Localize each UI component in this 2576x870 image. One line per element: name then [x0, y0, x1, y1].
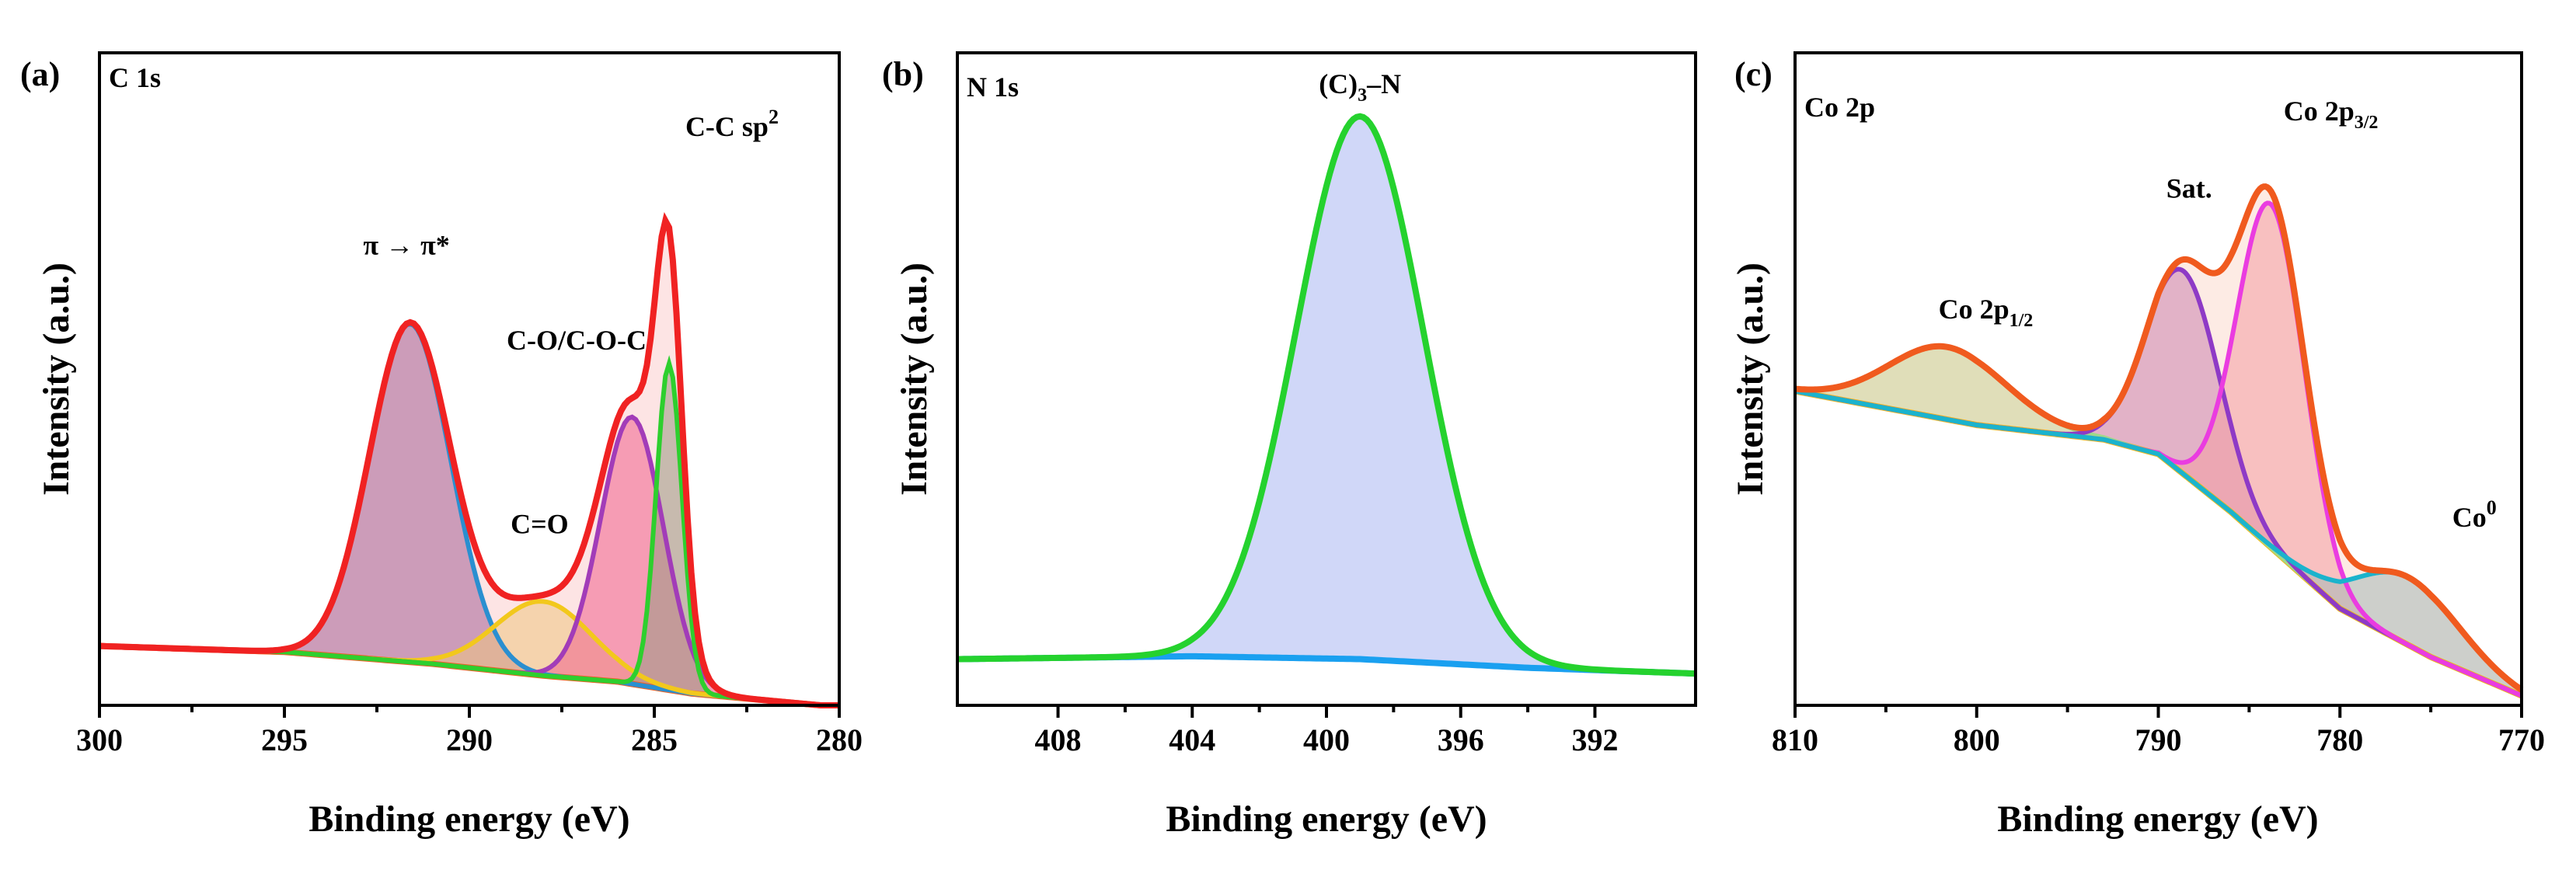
peak-annotation: Co 2p1/2: [1939, 294, 2034, 331]
panel-co2p: 810 800 790 780 770 Sat.Co 2p1/2Co 2p3/2Co0 …: [1730, 51, 2545, 840]
panel-title: Co 2p: [1804, 92, 1875, 123]
y-axis-label: Intensity (a.u.): [36, 263, 77, 496]
panel-label: (c): [1734, 55, 1773, 93]
x-tick-label: 285: [631, 722, 678, 757]
peak-annotation: C-O/C-O-C: [507, 325, 647, 356]
x-tick-label: 790: [2135, 722, 2182, 757]
peak-annotation: Co 2p3/2: [2284, 96, 2379, 133]
panel-title: C 1s: [109, 62, 161, 93]
peak-annotation: π → π*: [363, 230, 449, 261]
envelope-line: [957, 113, 1696, 677]
y-axis-label: Intensity (a.u.): [1730, 263, 1771, 496]
x-tick-label: 770: [2498, 722, 2545, 757]
component-fill: [1795, 269, 2522, 696]
envelope-line: [99, 211, 839, 708]
x-tick-label: 290: [446, 722, 493, 757]
envelope-fill: [1795, 186, 2522, 696]
panel-c1s: 300 295 290 285 280 π → π* C=O C-O/C-O-C C-C sp…: [20, 51, 863, 840]
x-axis-label: Binding energy (eV): [1166, 799, 1487, 840]
x-tick-label: 404: [1169, 722, 1215, 757]
panel-label: (b): [882, 55, 924, 93]
x-tick-label: 392: [1571, 722, 1618, 757]
x-tick-label: 408: [1035, 722, 1082, 757]
x-tick-label: 780: [2316, 722, 2363, 757]
peak-annotation: Sat.: [2166, 173, 2212, 204]
x-tick-label: 400: [1303, 722, 1350, 757]
component-fill: [99, 601, 839, 705]
x-axis-label: Binding energy (eV): [1997, 799, 2318, 840]
x-tick-label: 396: [1438, 722, 1484, 757]
x-tick-label: 295: [261, 722, 308, 757]
x-axis-label: Binding energy (eV): [308, 799, 629, 840]
x-tick-label: 800: [1954, 722, 2000, 757]
envelope-fill: [99, 221, 839, 705]
x-tick-label: 810: [1772, 722, 1818, 757]
component-fill: [957, 116, 1696, 674]
component-fill: [1795, 346, 2522, 696]
peak-annotation: Co0: [2452, 496, 2497, 533]
envelope-line: [1794, 183, 2524, 693]
x-tick-label: 300: [76, 722, 123, 757]
y-axis-label: Intensity (a.u.): [894, 263, 935, 496]
component-fill: [99, 364, 839, 705]
panel-label: (a): [20, 55, 60, 93]
peak-annotation: C=O: [511, 509, 569, 540]
x-tick-label: 280: [816, 722, 863, 757]
panel-n1s: 408 404 400 396 392 (C)3–N (b) N 1s Binding …: [882, 51, 1697, 840]
peak-annotation: C-C sp2: [685, 106, 779, 142]
panel-title: N 1s: [967, 71, 1019, 103]
component-fill: [99, 323, 839, 705]
peak-annotation: (C)3–N: [1319, 68, 1401, 106]
